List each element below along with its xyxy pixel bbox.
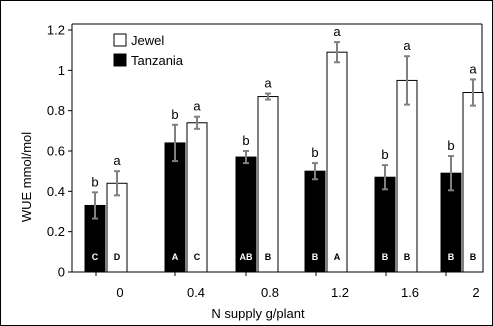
y-axis: 0 0.2 0.4 0.6 0.8 1 1.2 bbox=[47, 23, 72, 280]
sig-label-tanzania: b bbox=[171, 107, 178, 122]
sig-label-jewel: a bbox=[333, 24, 341, 39]
y-tick-label: 1 bbox=[58, 63, 65, 78]
sig-label-tanzania: b bbox=[91, 174, 98, 189]
legend-label-jewel: Jewel bbox=[131, 33, 164, 48]
bar-letter-tanzania: A bbox=[172, 252, 179, 262]
sig-label-tanzania: b bbox=[311, 145, 318, 160]
x-tick-label: 1.2 bbox=[331, 285, 349, 300]
sig-label-jewel: a bbox=[264, 76, 272, 91]
sig-label-jewel: a bbox=[469, 61, 477, 76]
bar-letter-tanzania: B bbox=[312, 252, 319, 262]
legend: Jewel Tanzania bbox=[113, 33, 184, 68]
bar-letter-tanzania: B bbox=[448, 252, 455, 262]
bar-letter-tanzania: B bbox=[382, 252, 389, 262]
sig-label-tanzania: b bbox=[381, 147, 388, 162]
plot-area: b Ca Db Aa Cb AB a Bb Ba Ab Ba Bb Ba B bbox=[71, 23, 484, 273]
legend-swatch-jewel bbox=[113, 33, 127, 47]
x-tick-label: 0.4 bbox=[187, 285, 205, 300]
sig-label-tanzania: b bbox=[242, 133, 249, 148]
bar-letter-jewel: B bbox=[265, 252, 272, 262]
sig-label-tanzania: b bbox=[447, 138, 454, 153]
x-tick-label: 1.6 bbox=[401, 285, 419, 300]
sig-label-jewel: a bbox=[113, 153, 121, 168]
bar-letter-jewel: B bbox=[404, 252, 411, 262]
bar-letter-tanzania: AB bbox=[240, 252, 253, 262]
x-tick-label: 2 bbox=[472, 285, 479, 300]
bar-jewel bbox=[326, 51, 348, 273]
y-tick-label: 0 bbox=[58, 265, 65, 280]
y-tick-label: 0.4 bbox=[47, 184, 65, 199]
y-tick-label: 0.6 bbox=[47, 144, 65, 159]
bar-jewel bbox=[257, 96, 279, 273]
bar-letter-jewel: A bbox=[334, 252, 341, 262]
x-tick-label: 0 bbox=[116, 285, 123, 300]
sig-label-jewel: a bbox=[193, 99, 201, 114]
legend-label-tanzania: Tanzania bbox=[131, 53, 184, 68]
bar-jewel bbox=[186, 122, 208, 273]
y-axis-title: WUE mmol/mol bbox=[19, 132, 34, 222]
bar-letter-jewel: D bbox=[114, 252, 121, 262]
y-tick-label: 0.8 bbox=[47, 103, 65, 118]
x-tick-label: 0.8 bbox=[261, 285, 279, 300]
bar-letter-jewel: C bbox=[194, 252, 201, 262]
y-tick-label: 1.2 bbox=[47, 23, 65, 38]
bar-letter-tanzania: C bbox=[92, 252, 99, 262]
bar-jewel bbox=[462, 92, 484, 273]
y-tick-label: 0.2 bbox=[47, 224, 65, 239]
bar-jewel bbox=[396, 79, 418, 273]
x-axis-title: N supply g/plant bbox=[211, 306, 305, 321]
legend-swatch-tanzania bbox=[113, 53, 127, 67]
bar-letter-jewel: B bbox=[470, 252, 477, 262]
x-axis: 0 0.4 0.8 1.2 1.6 2 bbox=[95, 272, 480, 300]
sig-label-jewel: a bbox=[403, 38, 411, 53]
